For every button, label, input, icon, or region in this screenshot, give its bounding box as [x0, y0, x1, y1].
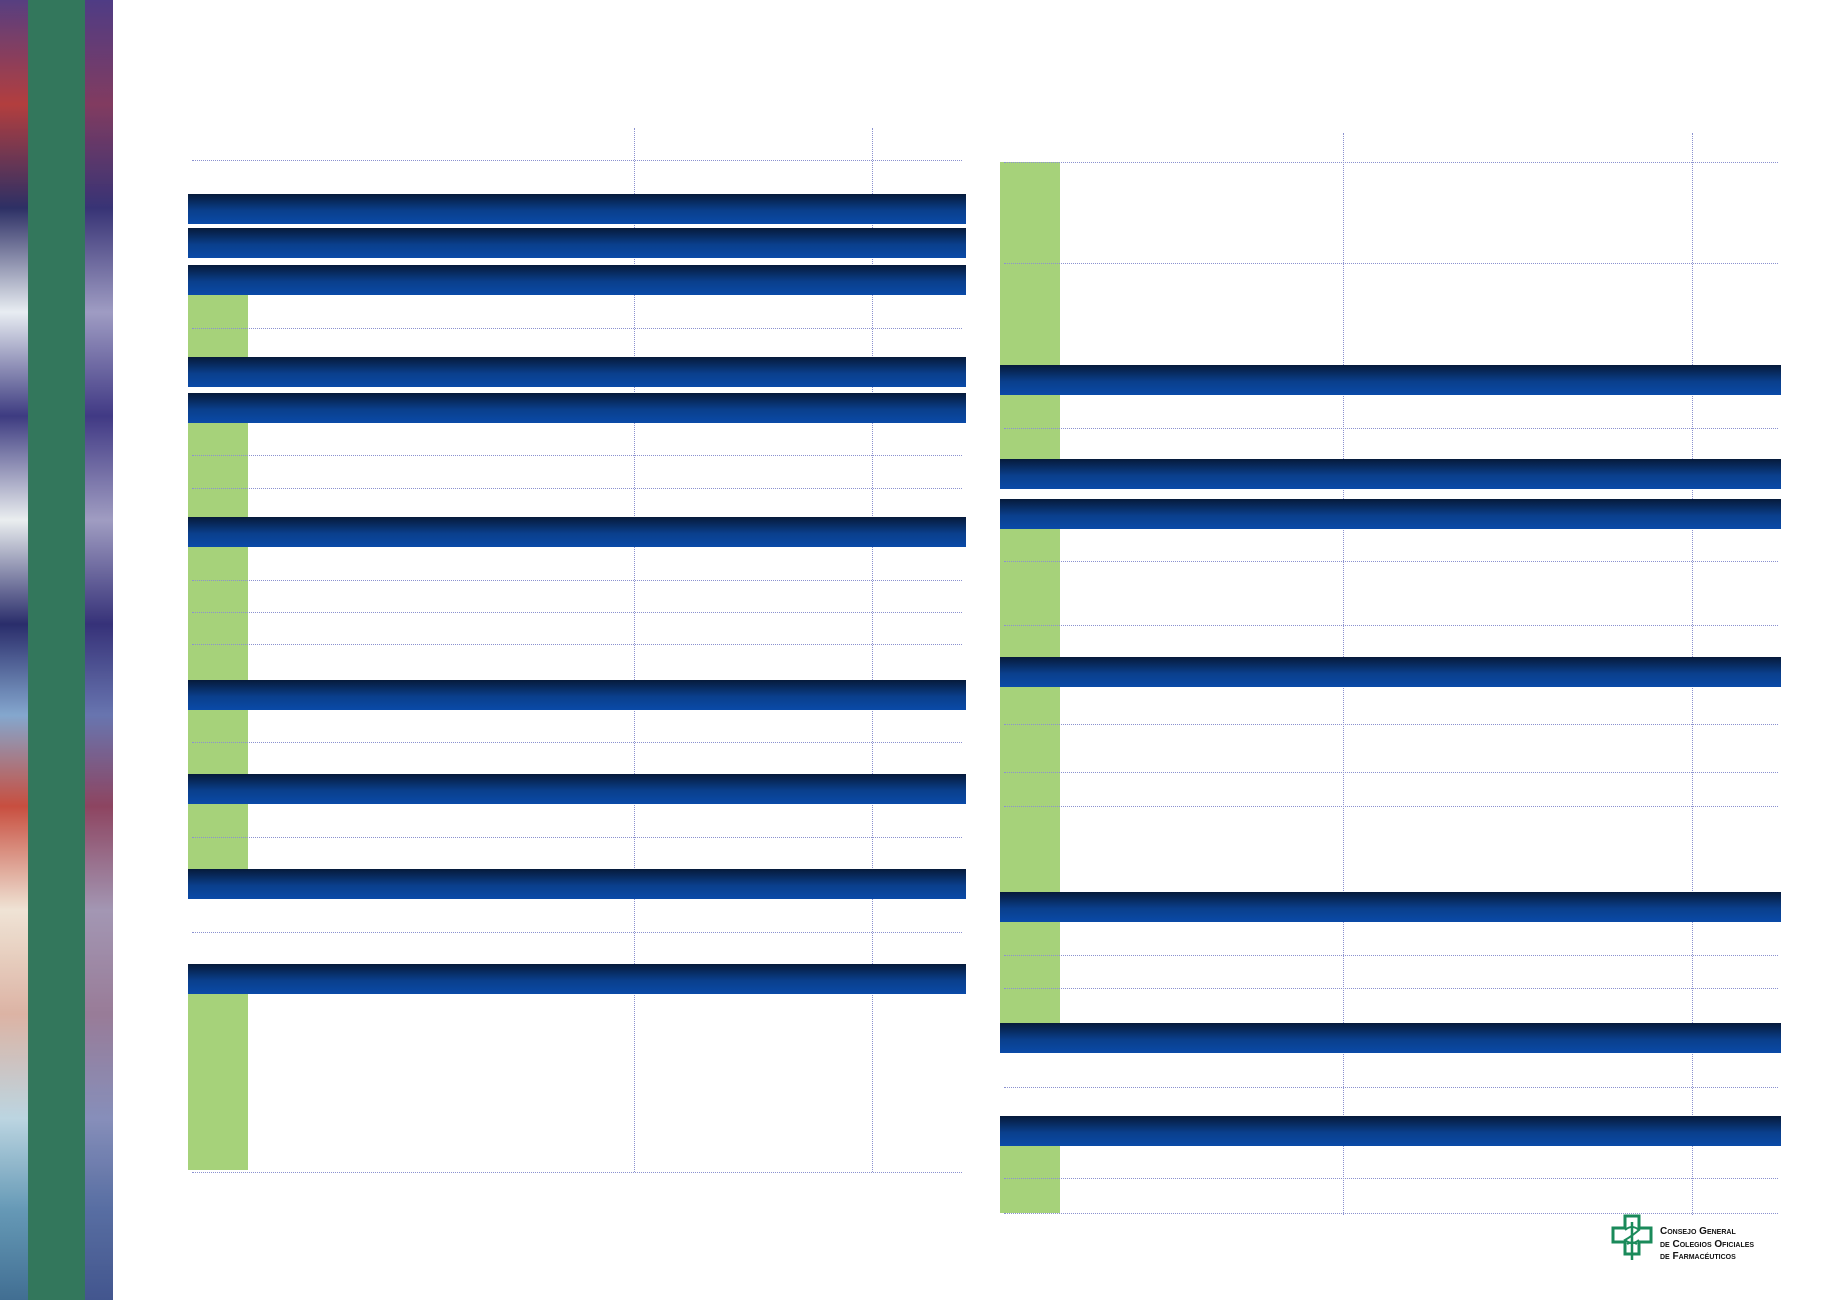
dotted-row-rule	[192, 160, 962, 161]
section-header-bar	[1000, 365, 1781, 395]
green-row-label-column	[1000, 529, 1060, 657]
dotted-column-rule	[872, 128, 873, 1172]
green-row-label-column	[188, 423, 248, 517]
section-header-bar	[1000, 657, 1781, 687]
green-row-label-column	[1000, 687, 1060, 892]
dotted-row-rule	[192, 1172, 962, 1173]
section-header-bar	[188, 228, 966, 258]
section-header-bar	[188, 357, 966, 387]
dotted-row-rule	[192, 644, 962, 645]
dotted-row-rule	[1004, 428, 1778, 429]
green-row-label-column	[188, 295, 248, 357]
dotted-row-rule	[192, 455, 962, 456]
section-header-bar	[188, 517, 966, 547]
dotted-row-rule	[1004, 561, 1778, 562]
section-header-bar	[188, 265, 966, 295]
section-header-bar	[188, 393, 966, 423]
dotted-row-rule	[1004, 772, 1778, 773]
dotted-row-rule	[1004, 1178, 1778, 1179]
side-purple-band	[85, 0, 113, 1300]
dotted-row-rule	[192, 488, 962, 489]
right-table	[1000, 0, 1781, 1300]
green-row-label-column	[1000, 922, 1060, 1023]
green-row-label-column	[1000, 395, 1060, 459]
dotted-row-rule	[192, 837, 962, 838]
section-header-bar	[188, 194, 966, 224]
dotted-row-rule	[192, 612, 962, 613]
dotted-row-rule	[1004, 625, 1778, 626]
dotted-row-rule	[1004, 162, 1778, 163]
org-line-2: de Colegios Oficiales	[1660, 1238, 1755, 1250]
section-header-bar	[1000, 499, 1781, 529]
dotted-column-rule	[634, 128, 635, 1172]
dotted-row-rule	[1004, 1087, 1778, 1088]
section-header-bar	[1000, 459, 1781, 489]
dotted-row-rule	[1004, 955, 1778, 956]
section-header-bar	[188, 774, 966, 804]
organization-name: Consejo General de Colegios Oficiales de…	[1660, 1226, 1780, 1264]
left-table	[188, 0, 966, 1300]
org-line-3: de Farmacéuticos	[1660, 1251, 1736, 1262]
org-line-1: Consejo General	[1660, 1226, 1736, 1237]
section-header-bar	[1000, 892, 1781, 922]
green-row-label-column	[188, 804, 248, 869]
section-header-bar	[1000, 1116, 1781, 1146]
side-green-band	[28, 0, 85, 1300]
green-row-label-column	[188, 994, 248, 1170]
decorative-side-strip	[0, 0, 113, 1300]
dotted-row-rule	[192, 580, 962, 581]
green-row-label-column	[1000, 1146, 1060, 1213]
dotted-row-rule	[192, 932, 962, 933]
dotted-row-rule	[192, 742, 962, 743]
dotted-row-rule	[1004, 1213, 1778, 1214]
section-header-bar	[188, 964, 966, 994]
section-header-bar	[188, 869, 966, 899]
dotted-row-rule	[1004, 724, 1778, 725]
dotted-row-rule	[1004, 263, 1778, 264]
dotted-row-rule	[192, 328, 962, 329]
section-header-bar	[1000, 1023, 1781, 1053]
pharmacy-cross-caduceus-icon	[1611, 1214, 1653, 1260]
dotted-row-rule	[1004, 806, 1778, 807]
green-row-label-column	[188, 547, 248, 680]
section-header-bar	[188, 680, 966, 710]
dotted-row-rule	[1004, 988, 1778, 989]
